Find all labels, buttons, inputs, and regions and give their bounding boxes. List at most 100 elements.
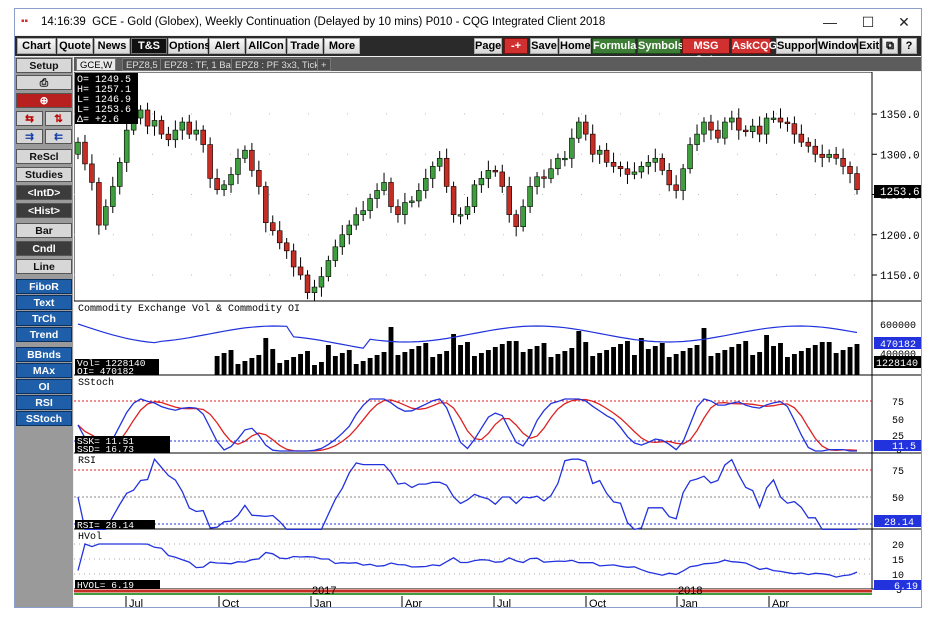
options-button[interactable]: Options <box>168 38 211 54</box>
allcon-button[interactable]: AllCon <box>246 38 286 54</box>
candle-body <box>110 186 116 207</box>
volume-bar <box>409 349 415 375</box>
volume-bar <box>847 347 853 375</box>
save-button[interactable]: Save <box>530 38 558 54</box>
sstoch-button[interactable]: SStoch <box>16 411 72 426</box>
trend-button[interactable]: Trend <box>16 327 72 342</box>
candle-body <box>402 202 408 215</box>
oi-button[interactable]: OI <box>16 379 72 394</box>
tab-gce-w[interactable]: GCE,W <box>76 58 117 71</box>
sstoch-axis-25: 25 <box>892 432 904 443</box>
trch-button[interactable]: TrCh <box>16 311 72 326</box>
tab-add-button[interactable]: + <box>317 58 331 71</box>
candle-body <box>367 198 373 211</box>
volume-bar <box>256 355 262 375</box>
candle-body <box>701 121 707 135</box>
volume-bar <box>722 350 728 375</box>
rsi-button[interactable]: RSI <box>16 395 72 410</box>
intraday-button[interactable]: <IntD> <box>16 185 72 200</box>
restore-icon[interactable]: ⧉ <box>882 38 898 54</box>
volume-bar <box>743 341 749 375</box>
news-button[interactable]: News <box>94 38 130 54</box>
volume-bar <box>423 343 429 375</box>
candle-body <box>805 141 812 147</box>
maximize-button[interactable]: ☐ <box>861 14 875 30</box>
volume-bar <box>694 345 700 375</box>
setup-button[interactable]: Setup <box>16 58 72 73</box>
window-button[interactable]: Window <box>817 38 861 54</box>
fibor-button[interactable]: FiboR <box>16 279 72 294</box>
line-button[interactable]: Line <box>16 259 72 274</box>
page-button[interactable]: Page <box>474 38 502 54</box>
rescale-button[interactable]: ReScl <box>16 149 72 164</box>
scroll-left-icon[interactable]: ⇆ <box>16 111 43 126</box>
chart-area[interactable]: O= 1249.5 H= 1257.1 L= 1246.9 L= 1253.6 … <box>74 72 922 608</box>
bar-button[interactable]: Bar <box>16 223 72 238</box>
home-button[interactable]: Home <box>559 38 591 54</box>
volume-bar <box>451 334 457 375</box>
vol-readout-box <box>75 359 159 375</box>
candle-body <box>304 274 311 294</box>
candle-body <box>381 182 387 191</box>
print-icon[interactable]: ⎙ <box>16 75 72 90</box>
symbols-button[interactable]: Symbols <box>637 38 684 54</box>
minimize-button[interactable]: — <box>823 14 837 30</box>
candle-body <box>610 162 617 167</box>
candle-body <box>485 170 492 179</box>
help-button[interactable]: ? <box>901 38 917 54</box>
expand-icon[interactable]: ⇇ <box>45 129 72 144</box>
zoom-icon[interactable]: ⊕ <box>16 93 72 108</box>
more-button[interactable]: More <box>324 38 360 54</box>
plus-minus-button[interactable]: -+ <box>504 38 528 54</box>
max-button[interactable]: MAx <box>16 363 72 378</box>
volume-bar <box>652 346 658 375</box>
close-button[interactable]: ✕ <box>898 14 910 30</box>
volume-bar <box>277 363 283 375</box>
ssd-line <box>77 398 858 452</box>
quote-button[interactable]: Quote <box>57 38 93 54</box>
scroll-up-icon[interactable]: ⇅ <box>45 111 72 126</box>
price-tick-label: 1150.0 <box>880 271 920 283</box>
title-bar[interactable]: ▪▪ 14:16:39 GCE - Gold (Globex), Weekly … <box>15 9 921 35</box>
candle-body <box>249 149 255 171</box>
candle-body <box>659 157 665 171</box>
studies-button[interactable]: Studies <box>16 167 72 182</box>
candle-body <box>833 153 839 159</box>
tab-epz8-tf[interactable]: EPZ8 : TF, 1 Bar <box>160 58 239 71</box>
price-chart-svg[interactable]: O= 1249.5 H= 1257.1 L= 1246.9 L= 1253.6 … <box>74 72 922 608</box>
alert-button[interactable]: Alert <box>209 38 245 54</box>
rsi-line <box>77 457 857 531</box>
price-tick-label: 1350.0 <box>880 110 920 122</box>
volume-bar <box>597 353 603 375</box>
candle-button[interactable]: Cndl <box>16 241 72 256</box>
tab-epz8-5[interactable]: EPZ8,5 <box>122 58 162 71</box>
ts-button[interactable]: T&S <box>131 38 167 54</box>
volume-bar <box>325 345 331 375</box>
tab-epz8-pf[interactable]: EPZ8 : PF 3x3, Ticks <box>231 58 328 71</box>
askcqg-button[interactable]: AskCQG <box>731 38 778 54</box>
oi-readout: OI= 470182 <box>77 366 134 377</box>
text-button[interactable]: Text <box>16 295 72 310</box>
bbnds-button[interactable]: BBnds <box>16 347 72 362</box>
historical-button[interactable]: <Hist> <box>16 203 72 218</box>
vol-panel-title: Commodity Exchange Vol & Commodity OI <box>78 303 300 315</box>
vol-tag-label: 1228140 <box>876 359 918 370</box>
compress-icon[interactable]: ⇉ <box>16 129 43 144</box>
candle-body <box>221 184 227 190</box>
exit-button[interactable]: Exit <box>858 38 880 54</box>
volume-bar <box>478 353 484 375</box>
ssk-line <box>77 398 857 452</box>
trade-button[interactable]: Trade <box>287 38 323 54</box>
chart-button[interactable]: Chart <box>17 38 56 54</box>
volume-bar <box>673 354 679 375</box>
candle-body <box>436 157 443 167</box>
hvol-panel-title: HVol <box>78 531 102 543</box>
support-button[interactable]: Support <box>776 38 820 54</box>
msg-cntr-button[interactable]: MSG Cntr <box>682 38 730 66</box>
volume-bar <box>513 341 519 375</box>
candle-body <box>276 230 283 244</box>
candle-body <box>729 117 735 123</box>
volume-bar <box>854 344 860 375</box>
formula-button[interactable]: Formula <box>592 38 637 54</box>
volume-bar <box>367 358 373 375</box>
